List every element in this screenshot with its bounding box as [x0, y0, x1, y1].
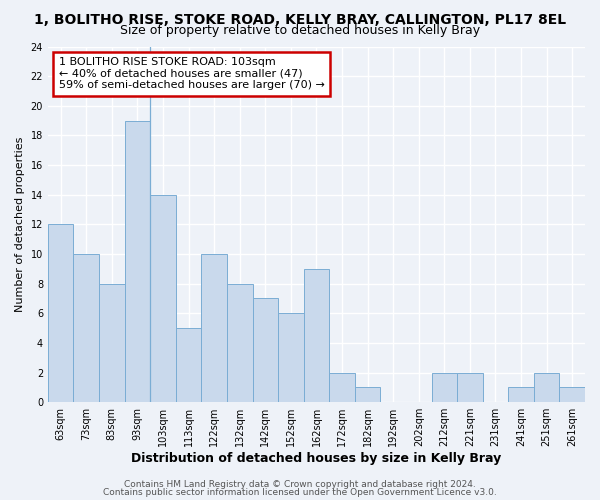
- Y-axis label: Number of detached properties: Number of detached properties: [15, 136, 25, 312]
- Bar: [559, 388, 585, 402]
- Text: Contains HM Land Registry data © Crown copyright and database right 2024.: Contains HM Land Registry data © Crown c…: [124, 480, 476, 489]
- Bar: [150, 194, 176, 402]
- Bar: [48, 224, 73, 402]
- Text: 1, BOLITHO RISE, STOKE ROAD, KELLY BRAY, CALLINGTON, PL17 8EL: 1, BOLITHO RISE, STOKE ROAD, KELLY BRAY,…: [34, 12, 566, 26]
- Bar: [99, 284, 125, 402]
- Bar: [304, 269, 329, 402]
- Bar: [534, 372, 559, 402]
- Bar: [355, 388, 380, 402]
- Bar: [457, 372, 482, 402]
- Bar: [278, 314, 304, 402]
- Text: Contains public sector information licensed under the Open Government Licence v3: Contains public sector information licen…: [103, 488, 497, 497]
- Text: 1 BOLITHO RISE STOKE ROAD: 103sqm
← 40% of detached houses are smaller (47)
59% : 1 BOLITHO RISE STOKE ROAD: 103sqm ← 40% …: [59, 57, 325, 90]
- Bar: [227, 284, 253, 402]
- Bar: [73, 254, 99, 402]
- Bar: [431, 372, 457, 402]
- Bar: [329, 372, 355, 402]
- Bar: [508, 388, 534, 402]
- Bar: [125, 120, 150, 402]
- Text: Size of property relative to detached houses in Kelly Bray: Size of property relative to detached ho…: [120, 24, 480, 37]
- Bar: [202, 254, 227, 402]
- Bar: [176, 328, 202, 402]
- X-axis label: Distribution of detached houses by size in Kelly Bray: Distribution of detached houses by size …: [131, 452, 502, 465]
- Bar: [253, 298, 278, 402]
